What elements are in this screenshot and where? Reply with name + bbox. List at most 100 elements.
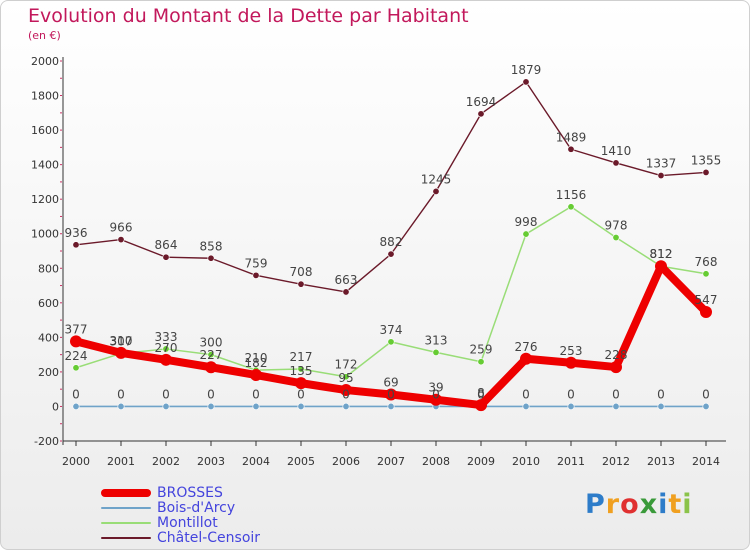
data-point-ch-tel-censoir <box>522 78 530 86</box>
x-tick-label: 2006 <box>332 455 360 468</box>
data-point-brosses <box>520 352 532 365</box>
value-label-bois-d-arcy: 0 <box>387 387 395 401</box>
value-label-montillot: 259 <box>470 343 493 357</box>
value-label-montillot: 333 <box>155 330 178 344</box>
logo-letter: i <box>658 489 669 520</box>
y-tick-label: 1000 <box>31 228 59 241</box>
legend-label: Montillot <box>157 514 218 531</box>
data-point-bois-d-arcy <box>612 402 620 410</box>
value-label-brosses: 276 <box>515 340 538 354</box>
value-label-bois-d-arcy: 0 <box>612 387 620 401</box>
value-label-ch-tel-censoir: 759 <box>245 256 268 270</box>
legend-swatch <box>101 506 151 509</box>
data-point-brosses <box>700 305 712 318</box>
data-point-ch-tel-censoir <box>252 271 260 279</box>
data-point-montillot <box>567 203 575 211</box>
logo-letter: x <box>639 489 659 520</box>
y-tick-label: 200 <box>38 366 59 379</box>
data-point-montillot <box>477 358 485 366</box>
legend-item: BROSSES <box>101 484 260 501</box>
legend-swatch <box>101 521 151 524</box>
value-label-brosses: 812 <box>650 247 673 261</box>
y-tick-label: 1600 <box>31 124 59 137</box>
legend-label: BROSSES <box>157 484 223 501</box>
series-line-ch-tel-censoir <box>75 81 707 293</box>
value-label-montillot: 1156 <box>556 188 587 202</box>
data-point-bois-d-arcy <box>522 402 530 410</box>
data-point-montillot <box>297 365 305 373</box>
value-label-brosses: 253 <box>560 344 583 358</box>
x-tick-label: 2010 <box>512 455 540 468</box>
value-label-ch-tel-censoir: 1245 <box>421 172 452 186</box>
value-label-ch-tel-censoir: 1355 <box>691 153 722 167</box>
y-tick-label: 1200 <box>31 193 59 206</box>
legend-item: Châtel-Censoir <box>101 530 260 546</box>
data-point-ch-tel-censoir <box>297 280 305 288</box>
data-point-brosses <box>70 335 82 348</box>
data-point-montillot <box>387 338 395 346</box>
value-label-ch-tel-censoir: 1694 <box>466 95 497 109</box>
data-point-bois-d-arcy <box>657 402 665 410</box>
legend-item: Bois-d'Arcy <box>101 499 260 516</box>
data-point-brosses <box>295 377 307 390</box>
value-label-montillot: 224 <box>65 349 88 363</box>
data-point-bois-d-arcy <box>297 402 305 410</box>
data-point-brosses <box>160 353 172 366</box>
value-label-brosses: 39 <box>428 381 443 395</box>
x-tick-label: 2001 <box>107 455 135 468</box>
value-label-ch-tel-censoir: 1337 <box>646 157 677 171</box>
value-label-montillot: 210 <box>245 351 268 365</box>
x-tick-label: 2004 <box>242 455 270 468</box>
data-point-montillot <box>522 230 530 238</box>
legend-swatch <box>101 536 151 539</box>
value-label-brosses: 270 <box>155 341 178 355</box>
data-point-bois-d-arcy <box>342 402 350 410</box>
data-point-brosses <box>250 369 262 382</box>
y-tick-label: 2000 <box>31 55 59 68</box>
chart-title: Evolution du Montant de la Dette par Hab… <box>28 5 469 27</box>
x-tick-label: 2012 <box>602 455 630 468</box>
data-point-ch-tel-censoir <box>117 236 125 244</box>
proxiti-logo: Proxiti <box>585 489 693 520</box>
data-point-brosses <box>340 384 352 397</box>
data-point-ch-tel-censoir <box>567 145 575 153</box>
value-label-bois-d-arcy: 0 <box>72 387 80 401</box>
x-tick-label: 2007 <box>377 455 405 468</box>
data-point-ch-tel-censoir <box>207 254 215 262</box>
data-point-ch-tel-censoir <box>72 241 80 249</box>
data-point-brosses <box>430 393 442 406</box>
value-label-montillot: 374 <box>380 323 403 337</box>
y-tick-label: 0 <box>52 400 59 413</box>
y-tick-label: -200 <box>34 435 59 448</box>
value-label-brosses: 227 <box>200 348 223 362</box>
logo-letter: r <box>605 489 621 520</box>
x-tick-label: 2000 <box>62 455 90 468</box>
chart-legend: BROSSES Bois-d'Arcy Montillot Châtel-Censoi… <box>101 484 260 546</box>
value-label-ch-tel-censoir: 1489 <box>556 130 587 144</box>
value-label-bois-d-arcy: 0 <box>657 387 665 401</box>
y-tick-label: 400 <box>38 331 59 344</box>
data-point-ch-tel-censoir <box>702 168 710 176</box>
data-point-brosses <box>115 346 127 359</box>
value-label-ch-tel-censoir: 708 <box>290 265 313 279</box>
data-point-bois-d-arcy <box>72 402 80 410</box>
data-point-montillot <box>207 351 215 359</box>
value-label-brosses: 228 <box>605 348 628 362</box>
value-label-ch-tel-censoir: 1879 <box>511 63 542 77</box>
data-point-brosses <box>655 260 667 273</box>
data-point-montillot <box>342 373 350 381</box>
data-point-bois-d-arcy <box>702 402 710 410</box>
data-point-bois-d-arcy <box>117 402 125 410</box>
value-label-ch-tel-censoir: 864 <box>155 238 178 252</box>
data-point-ch-tel-censoir <box>387 250 395 258</box>
data-point-brosses <box>205 361 217 374</box>
value-label-montillot: 217 <box>290 350 313 364</box>
data-point-bois-d-arcy <box>162 402 170 410</box>
value-label-brosses: 69 <box>383 376 398 390</box>
value-label-bois-d-arcy: 0 <box>567 387 575 401</box>
value-label-ch-tel-censoir: 936 <box>65 226 88 240</box>
legend-label: Bois-d'Arcy <box>157 499 236 516</box>
y-tick-label: 600 <box>38 297 59 310</box>
data-point-ch-tel-censoir <box>162 253 170 261</box>
